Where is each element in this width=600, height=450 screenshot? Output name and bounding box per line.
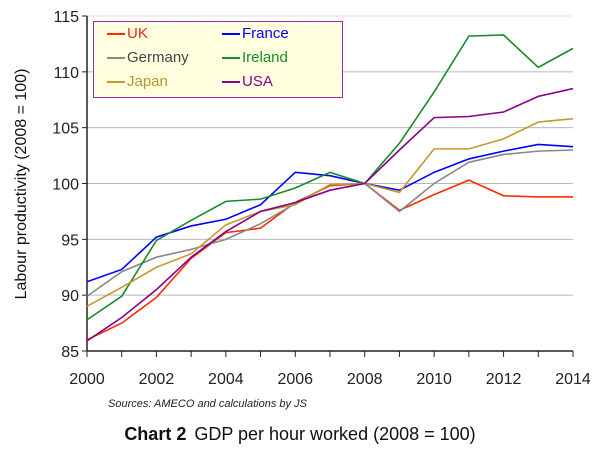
legend-swatch xyxy=(107,80,125,83)
series-line-ireland xyxy=(86,34,574,321)
legend-label: UK xyxy=(127,25,148,42)
x-tick-label: 2008 xyxy=(347,371,383,388)
legend-item-usa: USA xyxy=(222,73,273,90)
source-note: Sources: AMECO and calculations by JS xyxy=(108,398,307,410)
y-tick-label: 85 xyxy=(61,344,79,361)
x-tick-label: 2002 xyxy=(139,371,175,388)
y-axis-label: Labour productivity (2008 = 100) xyxy=(13,69,30,300)
series-line-japan xyxy=(86,117,574,308)
legend: UK France Germany Ireland Japan USA xyxy=(93,21,343,98)
x-tick-label: 2004 xyxy=(208,371,244,388)
legend-label: USA xyxy=(242,73,273,90)
y-tick-label: 110 xyxy=(53,65,79,82)
y-tick-label: 115 xyxy=(53,9,79,26)
y-tick-label: 90 xyxy=(61,288,79,305)
legend-swatch xyxy=(107,56,125,59)
chart-title-text: GDP per hour worked (2008 = 100) xyxy=(194,424,476,444)
x-tick-label: 2006 xyxy=(277,371,313,388)
x-tick-label: 2014 xyxy=(555,371,591,388)
legend-label: Germany xyxy=(127,49,189,66)
legend-swatch xyxy=(222,80,240,83)
x-tick-label: 2012 xyxy=(486,371,522,388)
legend-label: France xyxy=(242,25,289,42)
chart-title: Chart 2 GDP per hour worked (2008 = 100) xyxy=(0,424,600,445)
x-tick-label: 2000 xyxy=(69,371,105,388)
legend-item-uk: UK xyxy=(107,25,148,42)
y-tick-label: 100 xyxy=(52,177,79,194)
y-tick-label: 105 xyxy=(52,121,79,138)
legend-label: Japan xyxy=(127,73,168,90)
legend-label: Ireland xyxy=(242,49,288,66)
legend-swatch xyxy=(222,32,240,35)
legend-swatch xyxy=(222,56,240,59)
y-tick-label: 95 xyxy=(61,232,79,249)
legend-item-france: France xyxy=(222,25,289,42)
legend-item-japan: Japan xyxy=(107,73,168,90)
series-line-uk xyxy=(86,179,573,341)
series-line-usa xyxy=(86,87,574,342)
legend-item-germany: Germany xyxy=(107,49,189,66)
chart-number: Chart 2 xyxy=(124,424,187,444)
legend-swatch xyxy=(107,32,125,35)
series-line-france xyxy=(86,143,574,283)
x-tick-label: 2010 xyxy=(416,371,452,388)
legend-item-ireland: Ireland xyxy=(222,49,288,66)
